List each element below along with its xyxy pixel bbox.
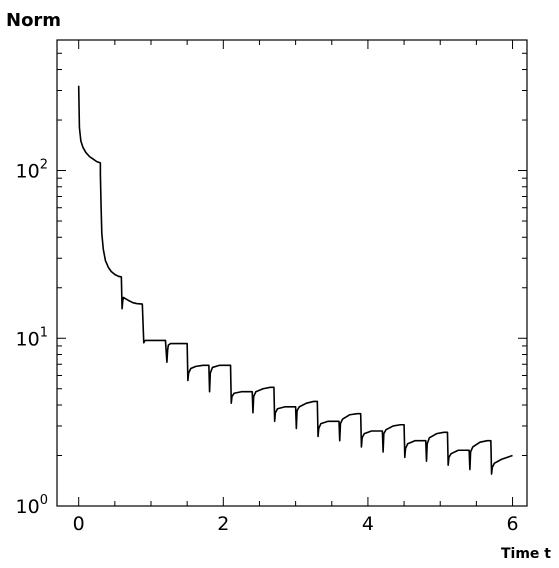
y-tick-label: 102 <box>16 158 48 183</box>
y-tick-label: 101 <box>16 325 48 350</box>
y-tick-label: 100 <box>16 493 48 518</box>
series-line-0 <box>77 85 513 475</box>
x-axis-label: Time t <box>501 546 551 562</box>
x-tick-label: 2 <box>217 513 229 535</box>
plot-frame <box>56 39 528 507</box>
ticks-layer: 0 2 4 6 100 101 102 <box>16 39 527 535</box>
x-tick-label: 4 <box>362 513 374 535</box>
x-tick-label: 6 <box>506 513 518 535</box>
x-tick-label: 0 <box>73 513 85 535</box>
y-axis-label: Norm <box>6 10 61 31</box>
series-layer <box>77 85 513 475</box>
